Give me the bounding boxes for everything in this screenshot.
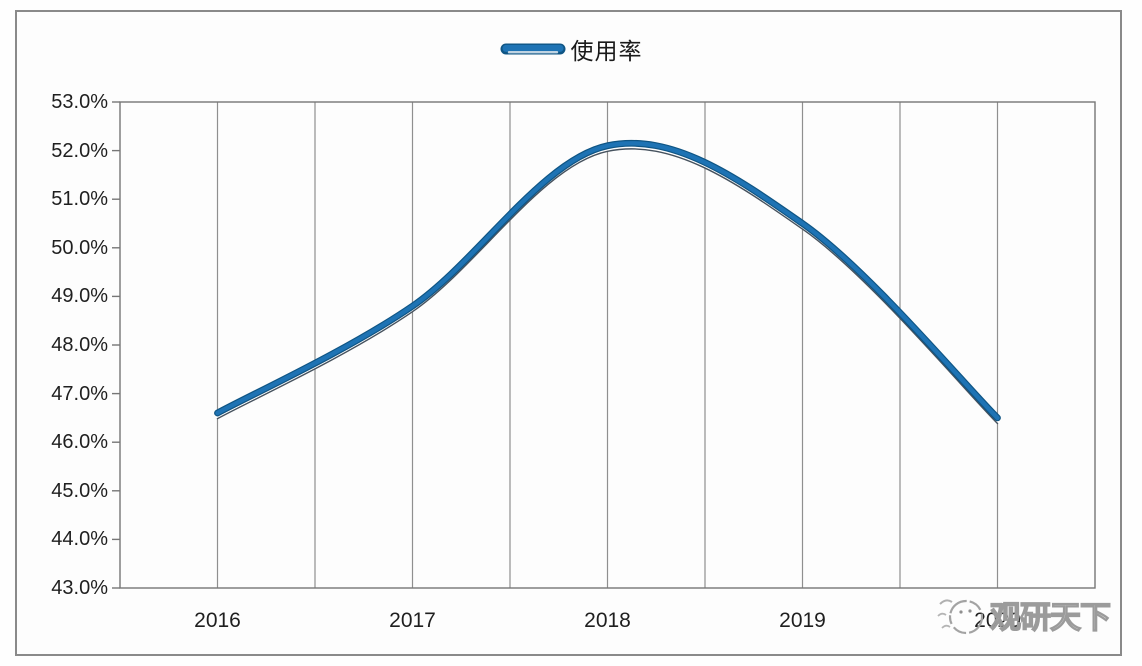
y-axis-tick-label: 50.0% bbox=[51, 236, 108, 259]
y-axis-tick-label: 44.0% bbox=[51, 528, 108, 551]
usage-rate-line bbox=[215, 141, 1000, 421]
y-axis-tick-label: 43.0% bbox=[51, 577, 108, 599]
y-axis-tick-label: 52.0% bbox=[51, 139, 108, 162]
y-axis-tick-label: 46.0% bbox=[51, 431, 108, 454]
x-axis-tick-label: 2017 bbox=[389, 609, 436, 632]
y-axis-tick-label: 47.0% bbox=[51, 382, 108, 405]
x-axis-tick-label: 2018 bbox=[584, 609, 631, 632]
y-axis-tick-label: 51.0% bbox=[51, 188, 108, 211]
y-axis-tick-label: 45.0% bbox=[51, 479, 108, 502]
y-axis-tick-label: 49.0% bbox=[51, 285, 108, 308]
y-axis-tick-label: 53.0% bbox=[51, 91, 108, 113]
chart-frame bbox=[15, 10, 1122, 656]
x-axis-tick-label: 2020 bbox=[974, 609, 1021, 632]
y-axis-tick-label: 48.0% bbox=[51, 334, 108, 356]
x-axis-tick-label: 2019 bbox=[779, 609, 826, 632]
line-shadow bbox=[216, 148, 999, 425]
x-axis-tick-label: 2016 bbox=[194, 609, 241, 632]
